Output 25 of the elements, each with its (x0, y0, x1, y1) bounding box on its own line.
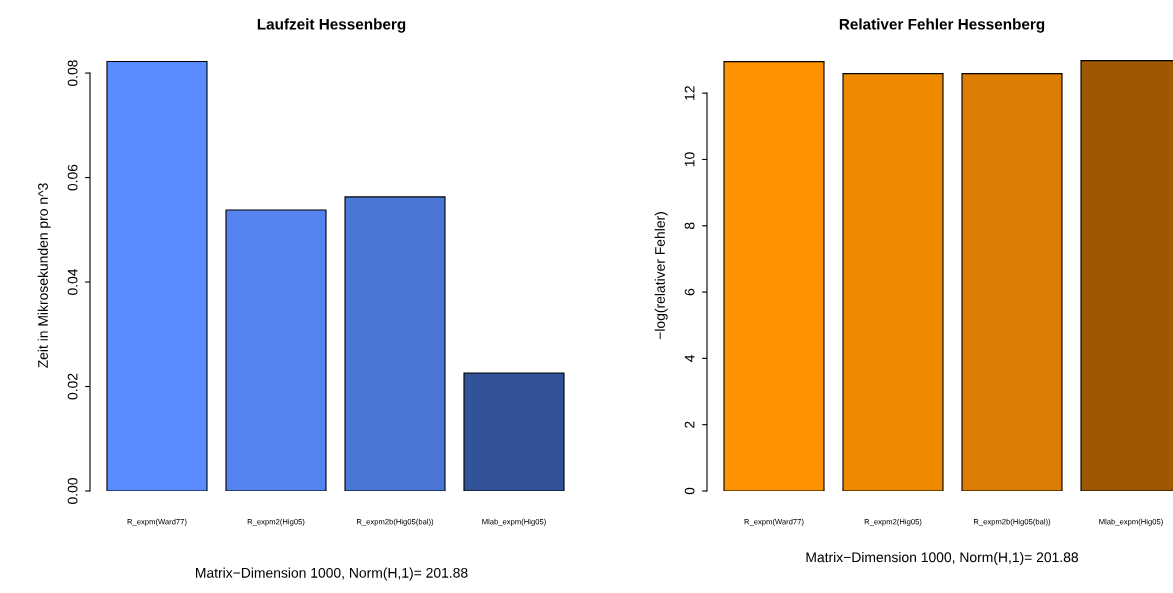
y-tick-label: 0.06 (67, 164, 78, 191)
bar (842, 73, 944, 491)
y-axis-title: Zeit in Mikrosekunden pro n^3 (37, 183, 51, 368)
y-tick-label: 10 (684, 152, 695, 167)
chart-title: Relativer Fehler Hessenberg (839, 18, 1045, 33)
bar (344, 196, 446, 491)
y-tick-label: 8 (684, 222, 695, 230)
y-tick-label: 6 (684, 288, 695, 296)
y-tick-label: 4 (684, 354, 695, 362)
bar (961, 73, 1063, 491)
y-tick-label: 0.00 (67, 478, 78, 504)
y-tick-label: 0 (684, 487, 695, 495)
y-tick-label: 0.02 (67, 373, 78, 400)
y-tick-label: 12 (684, 86, 695, 100)
x-axis-title: Matrix−Dimension 1000, Norm(H,1)= 201.88 (196, 567, 468, 581)
x-axis-title: Matrix−Dimension 1000, Norm(H,1)= 201.88 (806, 552, 1079, 565)
bar (723, 61, 825, 491)
bar (463, 372, 565, 491)
y-tick-label: 2 (684, 421, 695, 428)
y-axis-title: −log(relativer Fehler) (654, 212, 668, 340)
bar (225, 209, 327, 491)
y-tick-label: 0.08 (67, 60, 78, 87)
y-tick-label: 0.04 (67, 268, 78, 295)
bar (106, 61, 208, 491)
chart-title: Laufzeit Hessenberg (257, 18, 406, 33)
